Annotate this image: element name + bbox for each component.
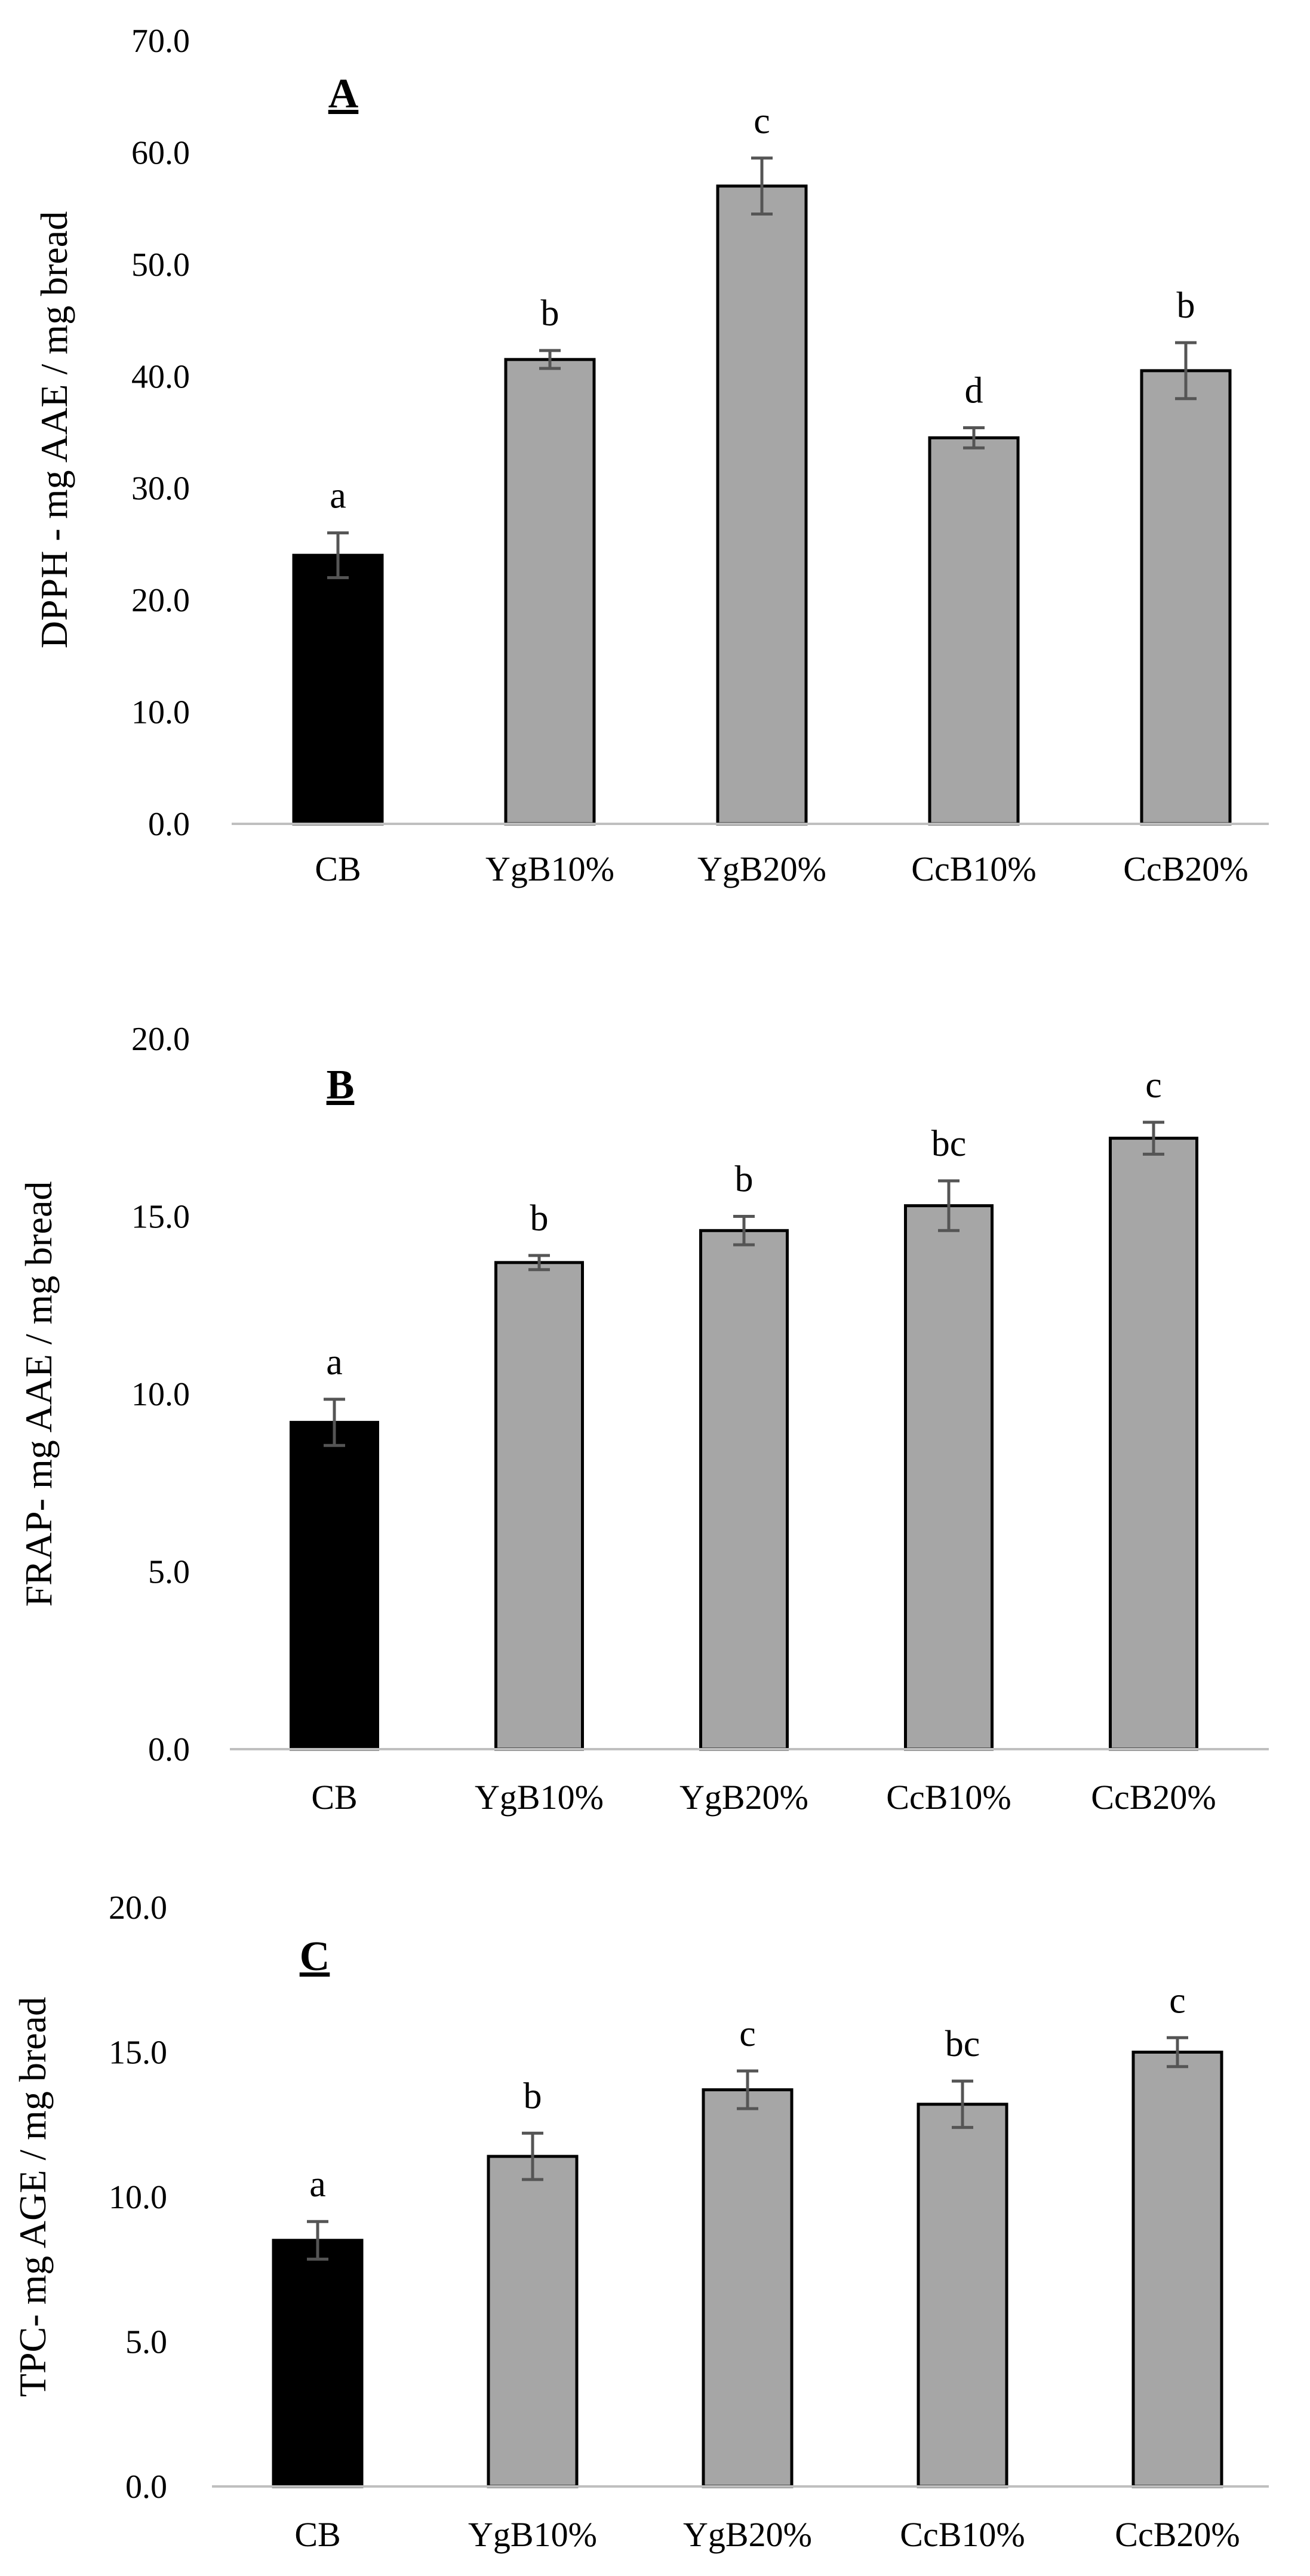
bar-ygb20pct (716, 184, 808, 826)
x-tick-label: CB (315, 850, 361, 888)
bar-ccb20pct (1109, 1137, 1198, 1751)
significance-letter: b (530, 1198, 549, 1239)
error-bar (539, 349, 561, 370)
y-tick-label: 10.0 (109, 2179, 167, 2216)
significance-letter: c (1169, 1980, 1186, 2021)
y-tick-label: 5.0 (125, 2324, 167, 2361)
bar-ygb10pct (504, 358, 596, 826)
x-tick-label: CcB10% (900, 2515, 1025, 2554)
x-tick-label: CcB20% (1123, 850, 1248, 888)
y-tick-label: 5.0 (148, 1554, 190, 1591)
significance-letter: bc (931, 1124, 967, 1164)
y-tick-label: 0.0 (148, 806, 190, 843)
error-bar (952, 2079, 973, 2129)
significance-letter: b (524, 2076, 542, 2116)
bar-cb (292, 553, 384, 826)
significance-letter: c (739, 2014, 756, 2054)
y-tick-label: 10.0 (131, 1376, 190, 1413)
significance-letter: bc (945, 2024, 980, 2064)
chart-panel-a: 0.0 10.0 20.0 30.0 40.0 50.0 60.0 70.0 DPPH - mg… (33, 23, 1269, 888)
x-tick-label: CB (294, 2515, 340, 2554)
significance-letter: b (541, 293, 559, 334)
y-tick-label: 50.0 (131, 247, 190, 284)
x-tick-label: YgB10% (475, 1778, 604, 1817)
y-tick-label: 15.0 (109, 2035, 167, 2072)
error-bar (307, 2220, 328, 2261)
bar-cb (272, 2239, 364, 2488)
error-bar (324, 1398, 345, 1447)
y-axis-label: FRAP- mg AAE / mg bread (17, 1181, 60, 1607)
y-axis-label: DPPH - mg AAE / mg bread (33, 211, 75, 648)
bar-ccb10pct (917, 2103, 1008, 2488)
bar-ygb10pct (494, 1261, 584, 1751)
error-bar (1143, 1121, 1164, 1156)
x-tick-label: YgB20% (697, 850, 826, 888)
panel-label: B (327, 1062, 355, 1108)
y-tick-label: 0.0 (148, 1731, 190, 1768)
significance-letter: d (965, 371, 983, 411)
panel-label: A (328, 71, 359, 117)
x-tick-label: CcB10% (886, 1778, 1011, 1817)
y-axis-label: TPC- mg AGE / mg bread (11, 1997, 54, 2397)
significance-letter: c (754, 101, 770, 141)
x-tick-label: YgB20% (683, 2515, 812, 2554)
error-bar (528, 1254, 550, 1272)
error-bar (751, 156, 773, 216)
x-tick-label: CcB10% (911, 850, 1036, 888)
error-bar (733, 1215, 755, 1247)
bar-ccb20pct (1131, 2051, 1223, 2488)
significance-letter: b (1177, 285, 1195, 326)
bar-ccb10pct (928, 436, 1020, 826)
y-tick-label: 70.0 (131, 23, 190, 60)
error-bar (963, 426, 985, 450)
y-tick-label: 40.0 (131, 358, 190, 395)
y-tick-label: 15.0 (131, 1199, 190, 1236)
bar-ccb20pct (1140, 369, 1232, 826)
error-bar (522, 2131, 543, 2181)
significance-letter: c (1145, 1065, 1162, 1106)
y-tick-label: 30.0 (131, 470, 190, 507)
bar-ygb20pct (699, 1229, 789, 1751)
error-bar (737, 2069, 758, 2110)
y-tick-label: 20.0 (131, 582, 190, 619)
bar-ygb20pct (702, 2088, 794, 2488)
significance-letter: a (326, 1342, 343, 1383)
y-tick-label: 60.0 (131, 134, 190, 171)
error-bar (1167, 2036, 1188, 2069)
chart-panel-c: 0.0 5.0 10.0 15.0 20.0 TPC- mg AGE / mg bread… (11, 1889, 1269, 2554)
significance-letter: b (735, 1159, 754, 1200)
error-bar (938, 1179, 960, 1232)
x-tick-label: YgB10% (485, 850, 614, 888)
significance-letter: a (309, 2164, 326, 2205)
significance-letter: a (330, 476, 346, 516)
x-tick-label: CcB20% (1115, 2515, 1240, 2554)
x-tick-label: CcB20% (1091, 1778, 1216, 1817)
y-tick-label: 0.0 (125, 2469, 167, 2506)
x-tick-label: YgB10% (468, 2515, 597, 2554)
bar-cb (290, 1421, 379, 1751)
error-bar (1175, 341, 1197, 401)
chart-panel-b: 0.0 5.0 10.0 15.0 20.0 FRAP- mg AAE / mg brea… (17, 1021, 1269, 1817)
bar-ygb10pct (487, 2155, 579, 2488)
x-tick-label: YgB20% (679, 1778, 808, 1817)
error-bar (327, 531, 349, 580)
y-tick-label: 20.0 (131, 1021, 190, 1058)
panel-label: C (300, 1934, 330, 1980)
y-tick-label: 20.0 (109, 1889, 167, 1926)
x-tick-label: CB (311, 1778, 357, 1817)
bar-ccb10pct (904, 1204, 994, 1751)
y-tick-label: 10.0 (131, 694, 190, 731)
